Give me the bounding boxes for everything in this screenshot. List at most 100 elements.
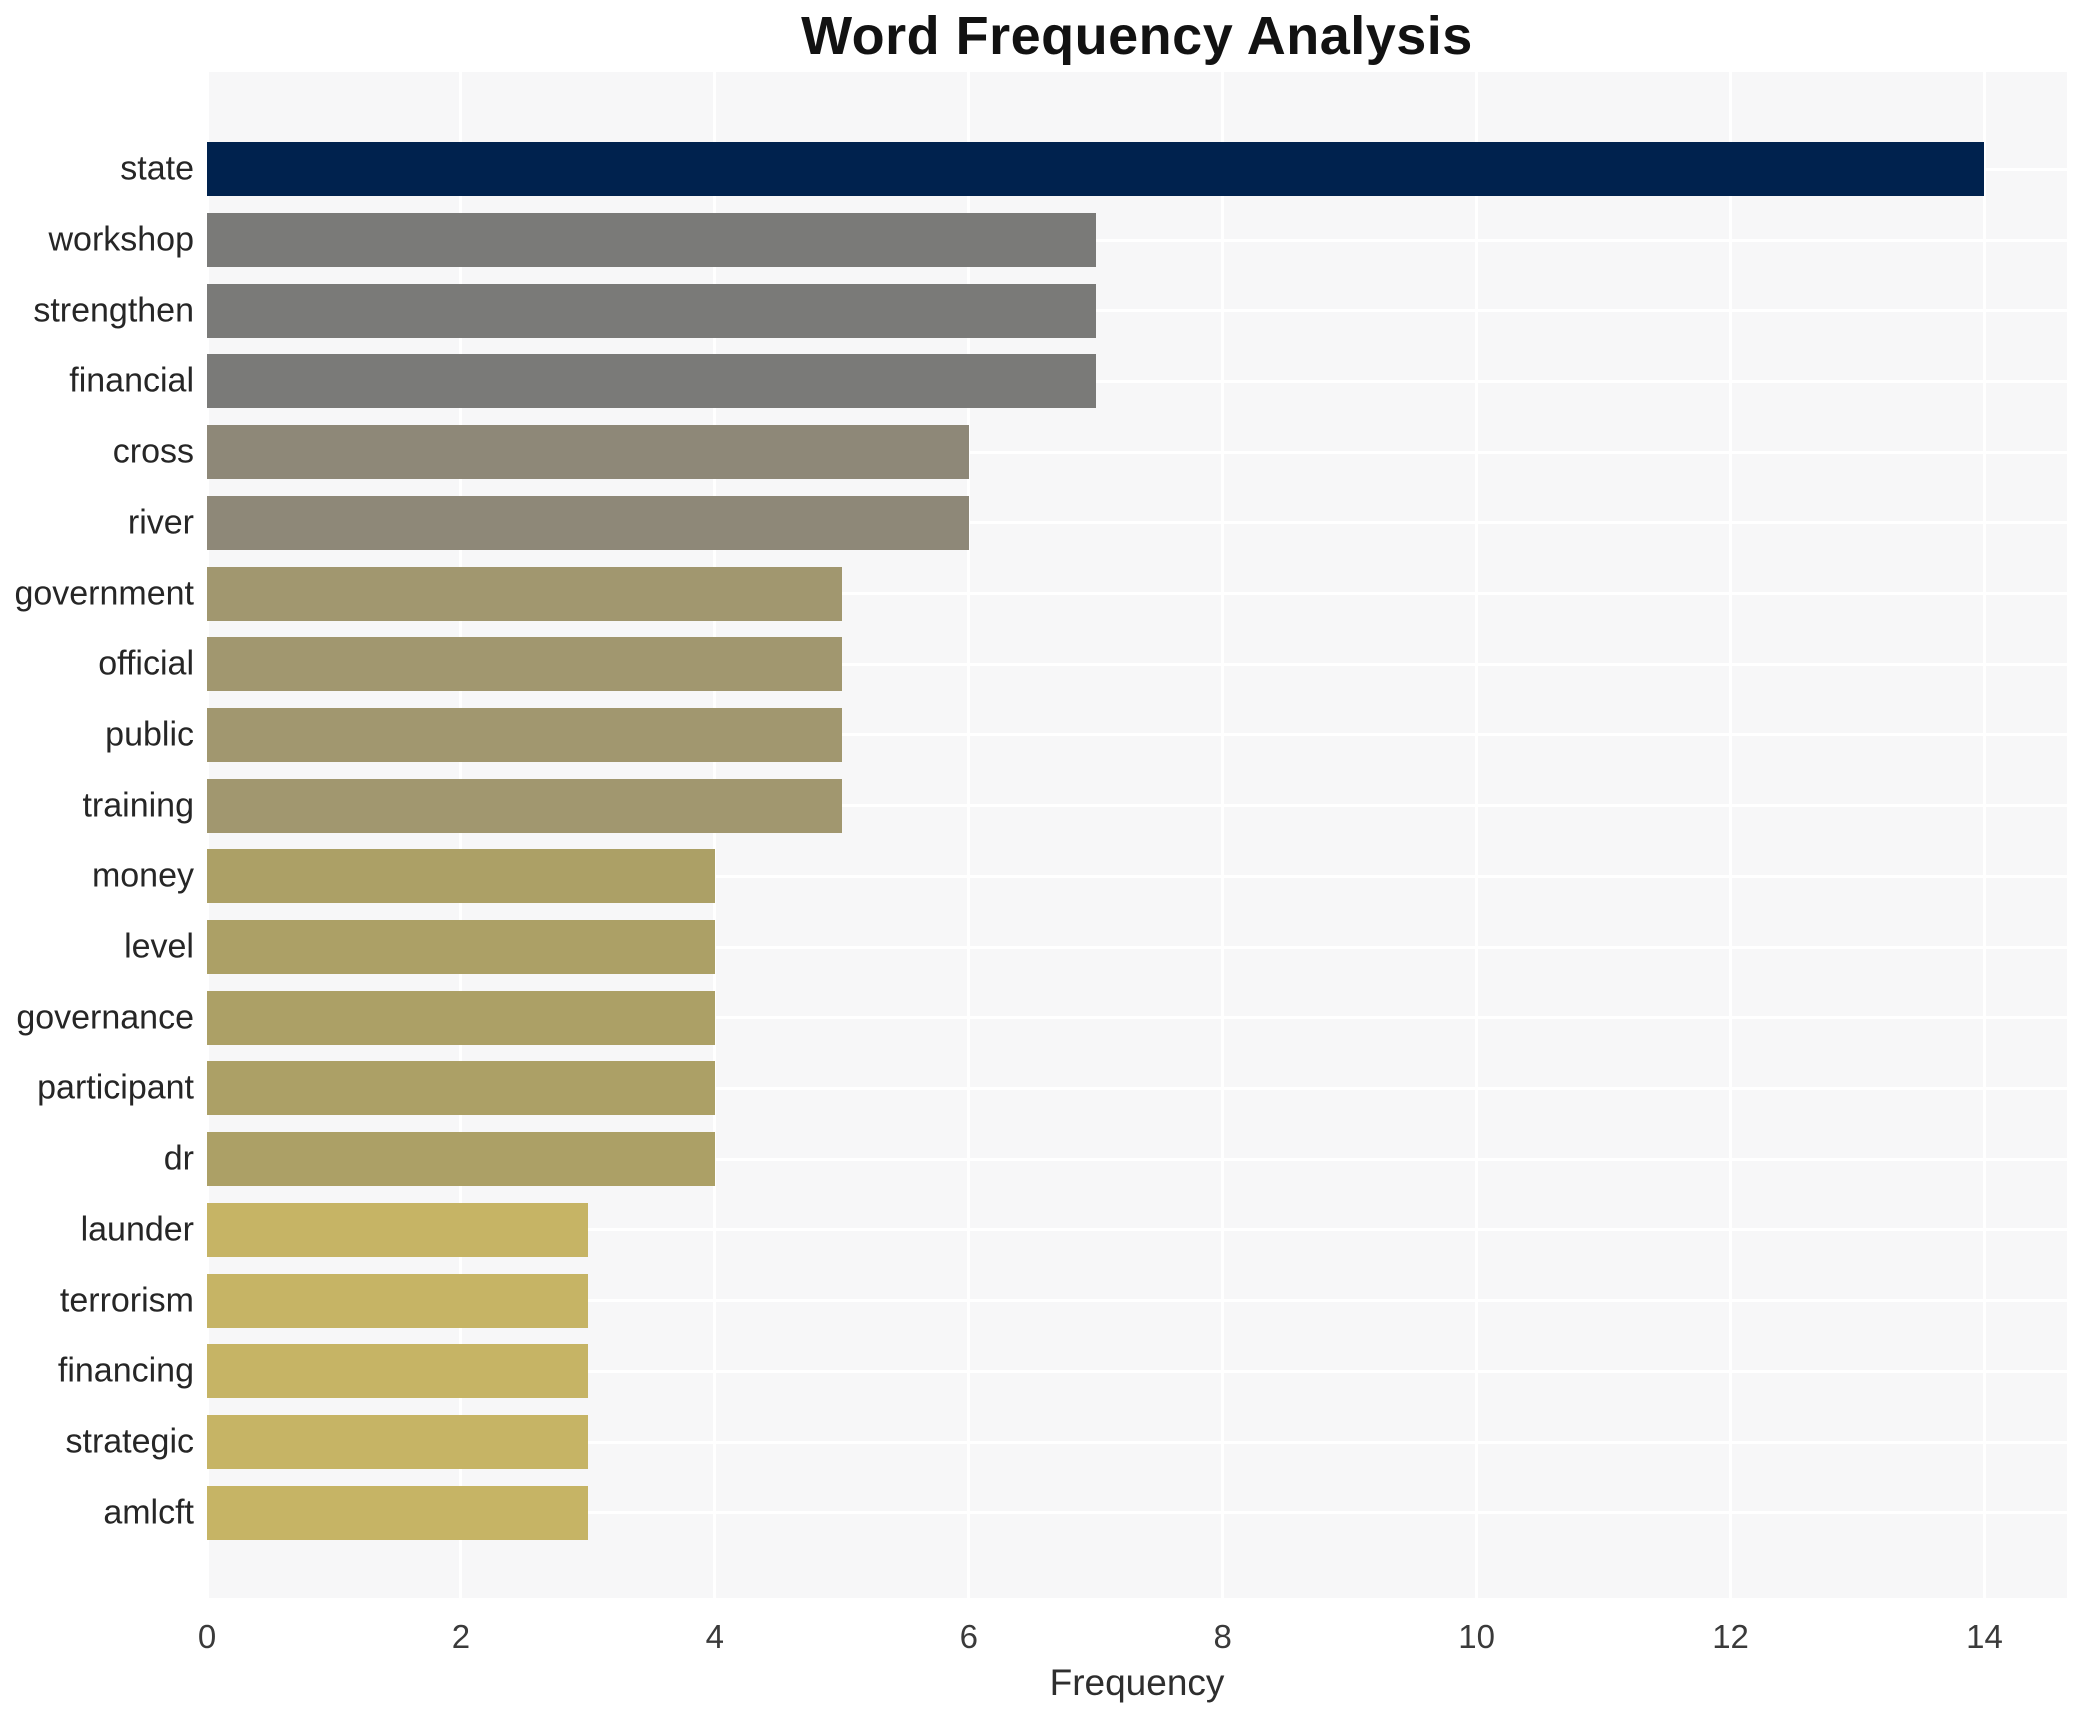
bar-row: financial — [69, 346, 2067, 417]
h-gridline — [207, 1299, 2067, 1303]
bar-rows: state workshop strengthen financial cross riv… — [14, 134, 2067, 1548]
h-gridline — [207, 804, 2067, 808]
frequency-bar — [207, 425, 969, 480]
h-gridline — [207, 1086, 2067, 1090]
bar-row: level — [124, 912, 2067, 983]
y-axis-label: strategic — [65, 1422, 195, 1461]
frequency-bar — [207, 1415, 588, 1469]
bar-row: public — [105, 700, 2067, 771]
y-axis-label: participant — [37, 1068, 194, 1107]
x-tick-label: 2 — [451, 1618, 471, 1655]
h-gridline — [207, 733, 2067, 737]
bar-row: dr — [164, 1124, 2067, 1195]
v-gridline — [205, 72, 209, 1598]
v-gridline — [967, 72, 971, 1598]
bar-row: cross — [113, 417, 2067, 488]
h-gridline — [207, 1016, 2067, 1020]
h-gridline — [207, 1369, 2067, 1373]
h-gridline — [207, 309, 2067, 313]
bar-row: terrorism — [60, 1265, 2067, 1336]
y-axis-label: governance — [16, 998, 194, 1037]
bar-row: workshop — [48, 205, 2067, 276]
frequency-bar — [207, 142, 1985, 197]
h-gridline — [207, 450, 2067, 454]
h-gridline — [207, 1157, 2067, 1161]
y-axis-label: dr — [163, 1139, 194, 1178]
h-gridline — [207, 379, 2067, 383]
x-tick-label: 10 — [1458, 1618, 1495, 1655]
x-tick-label: 14 — [1966, 1618, 2003, 1655]
x-axis-title: Frequency — [1049, 1662, 1225, 1703]
y-axis-label: training — [82, 786, 194, 825]
y-axis-label: level — [124, 927, 194, 966]
h-gridline — [207, 238, 2067, 242]
y-axis-label: terrorism — [59, 1281, 194, 1320]
bar-row: amlcft — [103, 1477, 2067, 1548]
bar-row: participant — [37, 1053, 2067, 1124]
bar-row: governance — [16, 982, 2067, 1053]
frequency-bar — [207, 1132, 715, 1187]
y-axis-label: public — [105, 715, 194, 754]
bar-row: money — [92, 841, 2067, 912]
y-axis-label: river — [127, 503, 194, 542]
x-axis: 0 2 4 6 8 10 12 14 — [0, 1618, 2085, 1662]
x-tick-label: 0 — [197, 1618, 217, 1655]
h-gridline — [207, 592, 2067, 596]
h-gridline — [207, 1511, 2067, 1515]
frequency-bar — [207, 1485, 588, 1540]
bar-row: official — [98, 629, 2067, 700]
h-gridline — [207, 662, 2067, 666]
v-gridline — [1221, 72, 1225, 1598]
y-axis-label: launder — [80, 1210, 194, 1249]
h-gridline — [207, 874, 2067, 878]
bar-row: state — [120, 134, 2067, 205]
frequency-bar — [207, 1344, 588, 1399]
frequency-bar — [207, 1061, 715, 1116]
bar-row: river — [128, 488, 2067, 559]
frequency-bar — [207, 283, 1096, 338]
frequency-bar — [207, 495, 969, 550]
y-axis-label: state — [120, 149, 194, 188]
h-gridline — [207, 1440, 2067, 1444]
frequency-bar — [207, 849, 715, 904]
y-axis-label: strengthen — [33, 291, 194, 330]
h-gridline — [207, 521, 2067, 525]
v-gridline — [1729, 72, 1733, 1598]
frequency-bar — [207, 354, 1096, 409]
y-axis-label: financial — [69, 361, 194, 400]
bar-row: government — [14, 558, 2067, 629]
h-gridline — [207, 1228, 2067, 1232]
frequency-bar — [207, 778, 842, 833]
bar-row: launder — [81, 1195, 2067, 1266]
x-tick-label: 8 — [1213, 1618, 1232, 1655]
v-gridline — [459, 72, 463, 1598]
v-gridline — [1475, 72, 1479, 1598]
frequency-bar — [207, 637, 842, 692]
bar-row: financing — [58, 1336, 2067, 1407]
y-axis-label: money — [91, 856, 194, 895]
x-tick-label: 6 — [959, 1618, 978, 1655]
x-tick-label: 4 — [705, 1618, 725, 1655]
bar-row: strengthen — [33, 275, 2067, 346]
frequency-bar — [207, 1273, 588, 1328]
frequency-bar — [207, 920, 715, 975]
bar-row: training — [82, 770, 2067, 841]
bar-row: strategic — [66, 1407, 2067, 1478]
plot-area: state workshop strengthen financial cross riv… — [14, 72, 2067, 1598]
v-gridline — [1982, 72, 1986, 1598]
y-axis-label: government — [14, 574, 194, 613]
v-gridline — [713, 72, 717, 1598]
frequency-bar — [207, 707, 842, 762]
frequency-bar — [207, 566, 842, 621]
y-axis-label: workshop — [48, 220, 194, 259]
x-tick-label: 12 — [1712, 1618, 1749, 1655]
y-axis-label: amlcft — [103, 1493, 194, 1532]
y-axis-label: official — [98, 644, 194, 683]
h-gridline — [207, 945, 2067, 949]
y-axis-label: cross — [112, 432, 194, 471]
frequency-bar — [207, 990, 715, 1045]
chart-title: Word Frequency Analysis — [801, 6, 1473, 66]
frequency-bar — [207, 1202, 588, 1257]
y-axis-label: financing — [57, 1351, 194, 1390]
